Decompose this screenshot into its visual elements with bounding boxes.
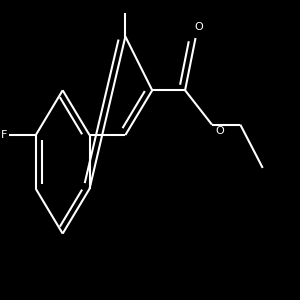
- Text: O: O: [194, 22, 203, 32]
- Text: F: F: [1, 130, 7, 140]
- Text: O: O: [215, 126, 224, 136]
